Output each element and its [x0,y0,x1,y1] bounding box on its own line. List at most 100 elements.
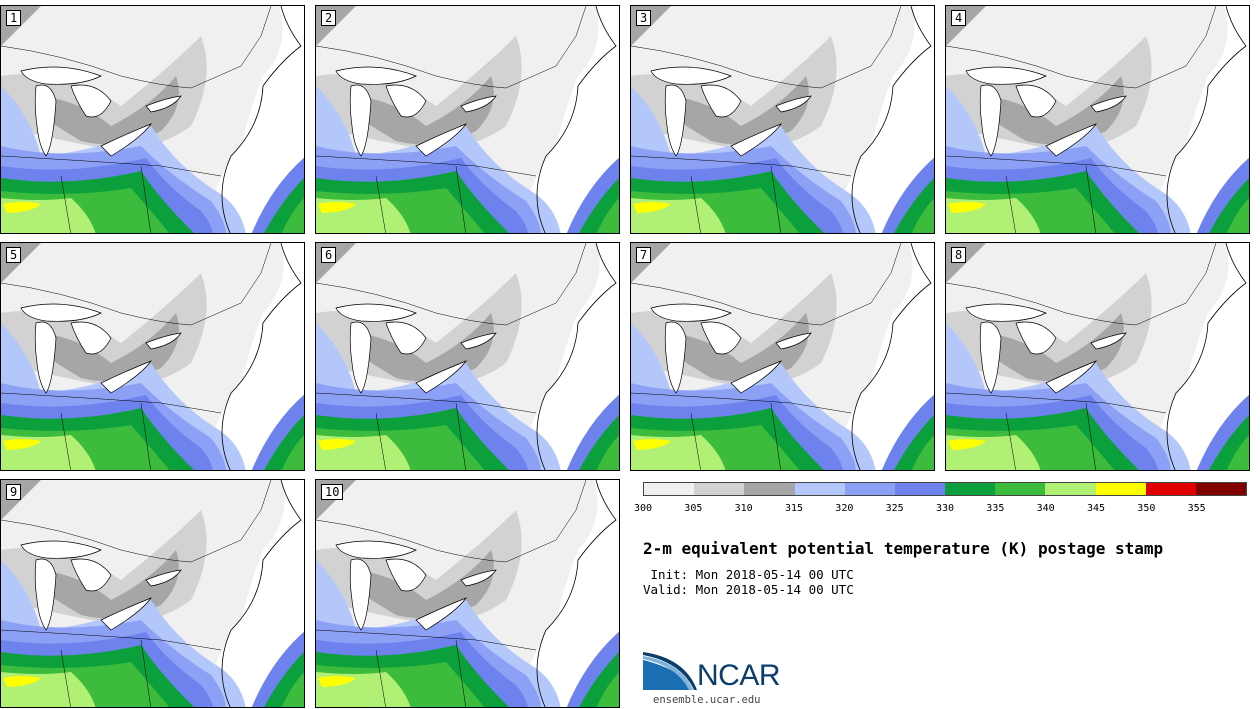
state-borders [316,243,587,470]
map-field [1,243,304,470]
band-335 [281,672,304,707]
band-345 [633,439,671,450]
map-field [946,243,1249,470]
panel-number: 3 [636,10,652,26]
panel-8: 8 [945,242,1250,471]
panel-7: 7 [630,242,935,471]
lake-erie [100,597,152,631]
coastline [221,243,302,470]
colorbar-segment [1095,483,1146,495]
lake-erie [730,360,782,394]
state-borders [1,480,272,707]
colorbar-tick: 345 [1086,503,1106,514]
lake-ontario [460,332,497,350]
panel-10: 10 [315,479,620,708]
colorbar-ticks: 300 305 310 315 320 325 330 335 340 345 … [634,503,1247,517]
colorbar-segment [1145,483,1196,495]
colorbar-tick: 355 [1187,503,1206,514]
state-borders [316,480,587,707]
band-335 [281,198,304,233]
colorbar-segment [945,483,996,495]
coastline [536,6,617,233]
colorbar-tick: 315 [784,503,804,514]
colorbar-segment [744,483,795,495]
lake-huron [700,84,742,118]
lake-erie [1045,360,1097,394]
map-field [631,6,934,233]
colorbar-segment [1045,483,1096,495]
band-335 [911,435,934,470]
lake-michigan [349,84,372,157]
band-335 [1226,198,1249,233]
lake-erie [415,360,467,394]
band-335 [596,435,619,470]
lake-michigan [34,558,57,631]
lake-huron [70,84,112,118]
band-345 [318,676,356,687]
state-borders [631,6,902,233]
lake-erie [100,123,152,157]
lake-michigan [664,84,687,157]
panel-6: 6 [315,242,620,471]
lake-superior [20,66,102,85]
band-335 [596,672,619,707]
state-borders [1,243,272,470]
lake-superior [650,66,732,85]
ocean-area [831,6,934,233]
band-345 [948,202,986,213]
lake-huron [385,84,427,118]
panel-1: 1 [0,5,305,234]
panel-number: 2 [321,10,337,26]
lake-huron [1015,321,1057,355]
map-field [316,6,619,233]
panel-number: 10 [321,484,344,500]
colorbar-tick: 300 [633,503,653,514]
map-field [631,243,934,470]
state-borders [631,243,902,470]
colorbar-tick: 330 [935,503,955,514]
lake-michigan [979,321,1002,394]
band-345 [3,676,41,687]
lake-ontario [460,569,497,587]
lake-huron [385,558,427,592]
lake-ontario [460,95,497,113]
lake-michigan [349,558,372,631]
coastline [1166,243,1247,470]
colorbar-segment [644,483,695,495]
ocean-area [1146,243,1249,470]
coastline [221,480,302,707]
band-345 [3,439,41,450]
lake-ontario [775,95,812,113]
panel-number: 6 [321,247,337,263]
lake-superior [335,303,417,322]
colorbar-segment [1195,483,1247,495]
state-borders [316,6,587,233]
colorbar-tick: 340 [1036,503,1055,514]
lake-ontario [1090,332,1127,350]
lake-ontario [145,569,182,587]
panel-3: 3 [630,5,935,234]
lake-erie [1045,123,1097,157]
coastline [851,6,932,233]
map-field [946,6,1249,233]
ncar-logo-text: NCAR [697,659,781,692]
lake-superior [335,540,417,559]
colorbar-segment [794,483,845,495]
band-335 [596,198,619,233]
ocean-area [201,480,304,707]
panel-4: 4 [945,5,1250,234]
band-345 [948,439,986,450]
state-borders [946,6,1217,233]
valid-time: Valid: Mon 2018-05-14 00 UTC [643,582,854,597]
colorbar-segment [894,483,946,495]
state-borders [1,6,272,233]
ocean-area [516,243,619,470]
lake-michigan [664,321,687,394]
map-field [1,480,304,707]
lake-superior [335,66,417,85]
lake-erie [415,597,467,631]
panel-number: 5 [6,247,22,263]
panel-number: 9 [6,484,22,500]
ocean-area [201,243,304,470]
lake-ontario [145,332,182,350]
